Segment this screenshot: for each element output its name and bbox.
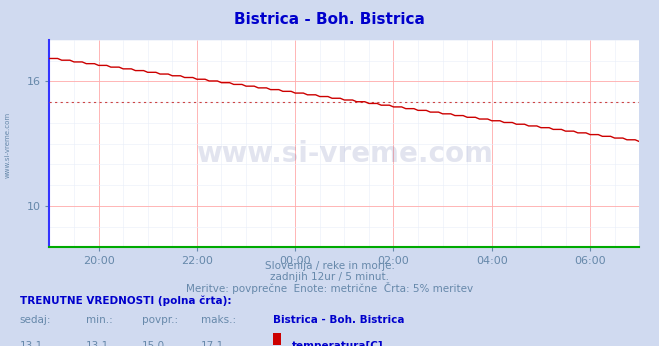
Text: 13,1: 13,1 bbox=[86, 341, 109, 346]
Text: Bistrica - Boh. Bistrica: Bistrica - Boh. Bistrica bbox=[234, 12, 425, 27]
Text: www.si-vreme.com: www.si-vreme.com bbox=[5, 112, 11, 179]
Text: maks.:: maks.: bbox=[201, 315, 236, 325]
Text: sedaj:: sedaj: bbox=[20, 315, 51, 325]
Text: TRENUTNE VREDNOSTI (polna črta):: TRENUTNE VREDNOSTI (polna črta): bbox=[20, 296, 231, 306]
Text: povpr.:: povpr.: bbox=[142, 315, 178, 325]
Text: Slovenija / reke in morje.: Slovenija / reke in morje. bbox=[264, 261, 395, 271]
Text: min.:: min.: bbox=[86, 315, 113, 325]
Text: 15,0: 15,0 bbox=[142, 341, 165, 346]
Text: www.si-vreme.com: www.si-vreme.com bbox=[196, 140, 493, 168]
Text: 13,1: 13,1 bbox=[20, 341, 43, 346]
Text: Bistrica - Boh. Bistrica: Bistrica - Boh. Bistrica bbox=[273, 315, 405, 325]
Text: zadnjih 12ur / 5 minut.: zadnjih 12ur / 5 minut. bbox=[270, 272, 389, 282]
Text: temperatura[C]: temperatura[C] bbox=[292, 341, 384, 346]
Text: 17,1: 17,1 bbox=[201, 341, 224, 346]
Text: Meritve: povprečne  Enote: metrične  Črta: 5% meritev: Meritve: povprečne Enote: metrične Črta:… bbox=[186, 282, 473, 294]
